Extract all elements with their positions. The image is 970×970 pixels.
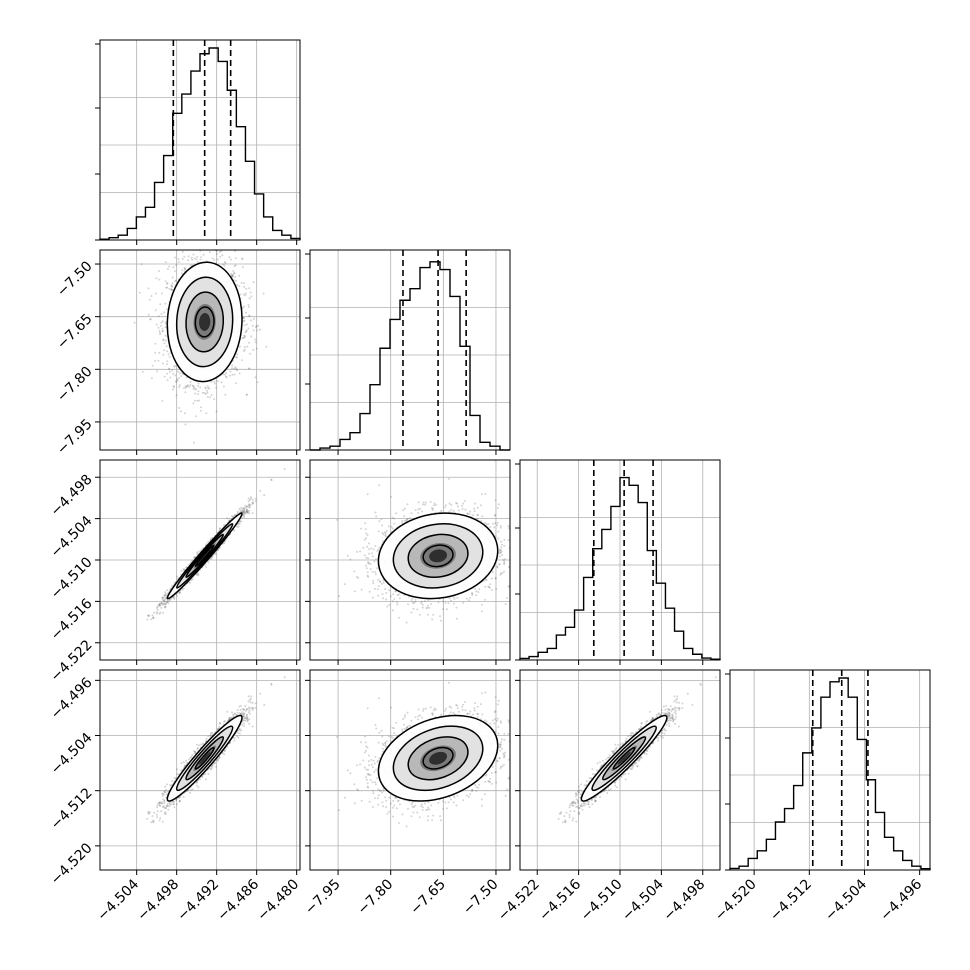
histogram-step-3: [729, 677, 931, 870]
x-tick-label-0-4: −4.480: [254, 876, 302, 924]
scatter-panel-2-1: [305, 459, 511, 665]
x-tick-label-0-3: −4.486: [214, 876, 262, 924]
x-tick-label-2-4: −4.498: [660, 876, 708, 924]
contour-0: [194, 306, 215, 338]
scatter-panel-3-2: [515, 669, 721, 875]
x-tick-label-2-3: −4.504: [619, 876, 667, 924]
histogram-panel-3: [725, 669, 931, 875]
contour-0: [612, 746, 636, 770]
y-tick-label-2-0: −4.522: [48, 637, 96, 685]
contour-1: [185, 736, 225, 781]
x-tick-label-0-0: −4.504: [94, 876, 142, 924]
y-tick-label-3-0: −4.520: [48, 840, 96, 888]
contour-3: [166, 261, 243, 383]
x-tick-label-1-0: −7.95: [302, 876, 344, 918]
contour-0: [422, 746, 454, 770]
y-tick-label-1-1: −7.80: [54, 364, 96, 406]
histogram-panel-1: [305, 249, 511, 455]
histogram-step-1: [310, 261, 510, 451]
contour-1: [185, 291, 225, 353]
x-tick-label-3-0: −4.520: [712, 876, 760, 924]
panel-frame: [309, 669, 511, 871]
panel-frame: [309, 249, 511, 451]
panel-frame: [99, 669, 301, 871]
y-tick-label-2-4: −4.498: [48, 472, 96, 520]
contour-2: [175, 276, 234, 368]
histogram-step-2: [519, 476, 721, 660]
contour-1: [602, 736, 647, 781]
y-tick-label-1-2: −7.65: [54, 311, 96, 353]
scatter-panel-1-0: [95, 249, 301, 455]
x-tick-label-0-2: −4.492: [174, 876, 222, 924]
contour-3: [377, 714, 499, 802]
contour-1: [407, 533, 469, 578]
x-tick-label-3-2: −4.504: [822, 876, 870, 924]
y-tick-label-1-0: −7.95: [54, 416, 96, 458]
x-tick-label-3-3: −4.496: [877, 876, 925, 924]
contour-2: [175, 523, 234, 589]
contour-3: [166, 714, 243, 802]
y-tick-label-2-3: −4.504: [48, 513, 96, 561]
contour-2: [591, 725, 657, 792]
x-tick-label-1-1: −7.80: [355, 876, 397, 918]
scatter-panel-3-1: [305, 669, 511, 875]
contour-1: [407, 736, 469, 781]
contour-0: [194, 544, 215, 568]
contour-3: [166, 512, 243, 600]
y-tick-label-2-2: −4.510: [48, 554, 96, 602]
y-tick-label-2-1: −4.516: [48, 596, 96, 644]
contour-0: [194, 746, 215, 770]
contour-3: [377, 512, 499, 600]
x-tick-label-1-2: −7.65: [407, 876, 449, 918]
x-tick-label-2-0: −4.522: [495, 876, 543, 924]
x-tick-label-3-1: −4.512: [767, 876, 815, 924]
y-tick-label-1-3: −7.50: [54, 258, 96, 300]
contour-2: [392, 523, 484, 589]
contour-2: [392, 725, 484, 792]
contour-2: [175, 725, 234, 792]
contour-1: [185, 533, 225, 578]
histogram-panel-0: [95, 39, 301, 245]
panel-frame: [99, 249, 301, 451]
y-tick-label-3-2: −4.504: [48, 730, 96, 778]
scatter-panel-3-0: [95, 669, 301, 875]
contour-3: [580, 714, 668, 802]
y-tick-label-3-1: −4.512: [48, 785, 96, 833]
scatter-panel-2-0: [95, 459, 301, 665]
histogram-step-0: [99, 47, 301, 240]
histogram-panel-2: [515, 459, 721, 665]
x-tick-label-2-2: −4.510: [578, 876, 626, 924]
x-tick-label-0-1: −4.498: [134, 876, 182, 924]
panel-frame: [729, 669, 931, 871]
x-tick-label-2-1: −4.516: [536, 876, 584, 924]
contour-0: [422, 544, 454, 568]
panel-frame: [99, 39, 301, 241]
